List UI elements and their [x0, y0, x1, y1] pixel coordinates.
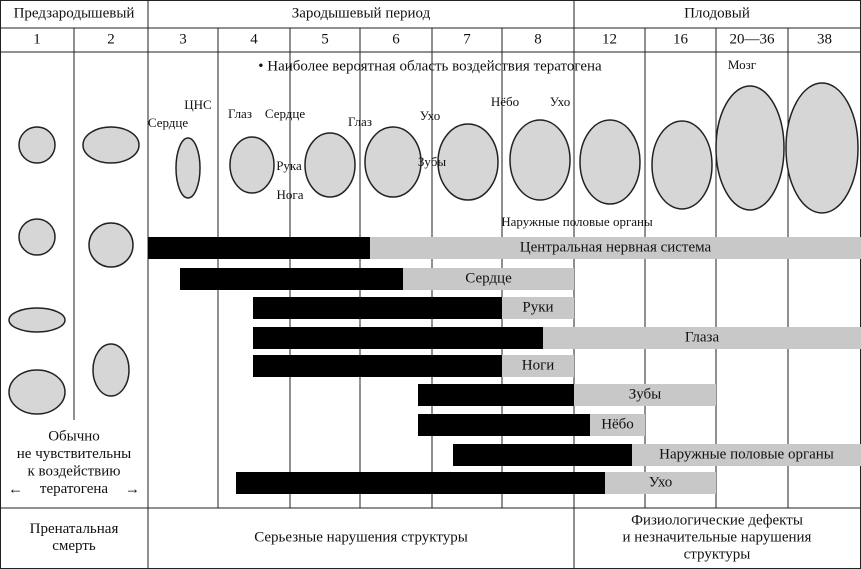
- arrow: ←: [8, 481, 23, 497]
- embryo-label: Ухо: [550, 94, 570, 109]
- less-sensitive-period: [574, 384, 716, 406]
- bar-label: Руки: [522, 299, 553, 315]
- footer-line: Пренатальная: [30, 521, 119, 537]
- critical-period: [418, 384, 574, 406]
- week: 38: [817, 31, 832, 47]
- period: Зародышевый период: [292, 5, 431, 21]
- left-note-line: к воздействию: [27, 463, 120, 479]
- left-note-line: тератогена: [40, 481, 108, 497]
- critical-period: [180, 268, 403, 290]
- critical-period: [453, 444, 632, 466]
- less-sensitive-period: [590, 414, 645, 436]
- less-sensitive-period: [502, 297, 574, 319]
- bar-label: Глаза: [685, 329, 720, 345]
- period: Плодовый: [684, 5, 750, 21]
- embryo-label: Ухо: [420, 108, 440, 123]
- less-sensitive-period: [403, 268, 574, 290]
- embryo-label: Наружные половые органы: [501, 214, 653, 229]
- embryos: [8, 82, 859, 415]
- footer-line: структуры: [684, 546, 751, 562]
- less-sensitive-period: [370, 237, 861, 259]
- embryo-labels: Сердце ЦНС Глаз Сердце Рука Нога Глаз Ухо Зубы Нё…: [148, 57, 756, 229]
- bar-label: Наружные половые органы: [659, 446, 834, 462]
- week: 2: [107, 31, 115, 47]
- week: 1: [33, 31, 41, 47]
- less-sensitive-period: [543, 327, 861, 349]
- critical-period: [418, 414, 590, 436]
- footer-line: Серьезные нарушения структуры: [254, 529, 468, 545]
- embryo-label: Глаз: [348, 114, 372, 129]
- embryo-label: Мозг: [728, 57, 756, 72]
- embryo-label: Нёбо: [491, 94, 519, 109]
- bar-label: Ухо: [649, 474, 673, 490]
- week: 6: [392, 31, 400, 47]
- less-sensitive-period: [605, 472, 716, 494]
- note: • Наиболее вероятная область воздействия…: [258, 58, 602, 74]
- week: 4: [250, 31, 258, 47]
- left-note-line: не чувствительны: [17, 446, 131, 462]
- bar-label: Зубы: [629, 386, 662, 402]
- footer-line: смерть: [52, 538, 96, 554]
- embryo-label: Сердце: [148, 115, 188, 130]
- critical-period: [148, 237, 370, 259]
- week: 3: [179, 31, 187, 47]
- critical-period: [236, 472, 605, 494]
- embryo-label: Рука: [276, 158, 302, 173]
- footer-line: и незначительные нарушения: [623, 529, 812, 545]
- footer-line: Физиологические дефекты: [631, 512, 803, 528]
- left-note-line: Обычно: [48, 428, 100, 444]
- bars: Центральная нервная система Сердце Руки Гла…: [148, 237, 861, 494]
- embryo-label: Нога: [277, 187, 304, 202]
- week: 5: [321, 31, 329, 47]
- arrow: →: [125, 481, 140, 497]
- critical-period: [253, 355, 502, 377]
- less-sensitive-period: [632, 444, 861, 466]
- critical-period: [253, 327, 543, 349]
- embryo-label: Глаз: [228, 106, 252, 121]
- period: Предзародышевый: [14, 5, 135, 21]
- week: 20—36: [730, 31, 776, 47]
- header: Предзародышевый Зародышевый период Плодо…: [14, 5, 832, 47]
- less-sensitive-period: [502, 355, 574, 377]
- bar-label: Сердце: [465, 270, 512, 286]
- bar-label: Нёбо: [601, 416, 634, 432]
- bar-label: Ноги: [522, 357, 555, 373]
- week: 8: [534, 31, 542, 47]
- bar-label: Центральная нервная система: [520, 239, 712, 255]
- critical-period: [253, 297, 502, 319]
- embryo-label: Зубы: [418, 154, 446, 169]
- week: 12: [602, 31, 617, 47]
- embryo-label: Сердце: [265, 106, 305, 121]
- embryo-label: ЦНС: [184, 97, 211, 112]
- week: 16: [673, 31, 689, 47]
- week: 7: [463, 31, 471, 47]
